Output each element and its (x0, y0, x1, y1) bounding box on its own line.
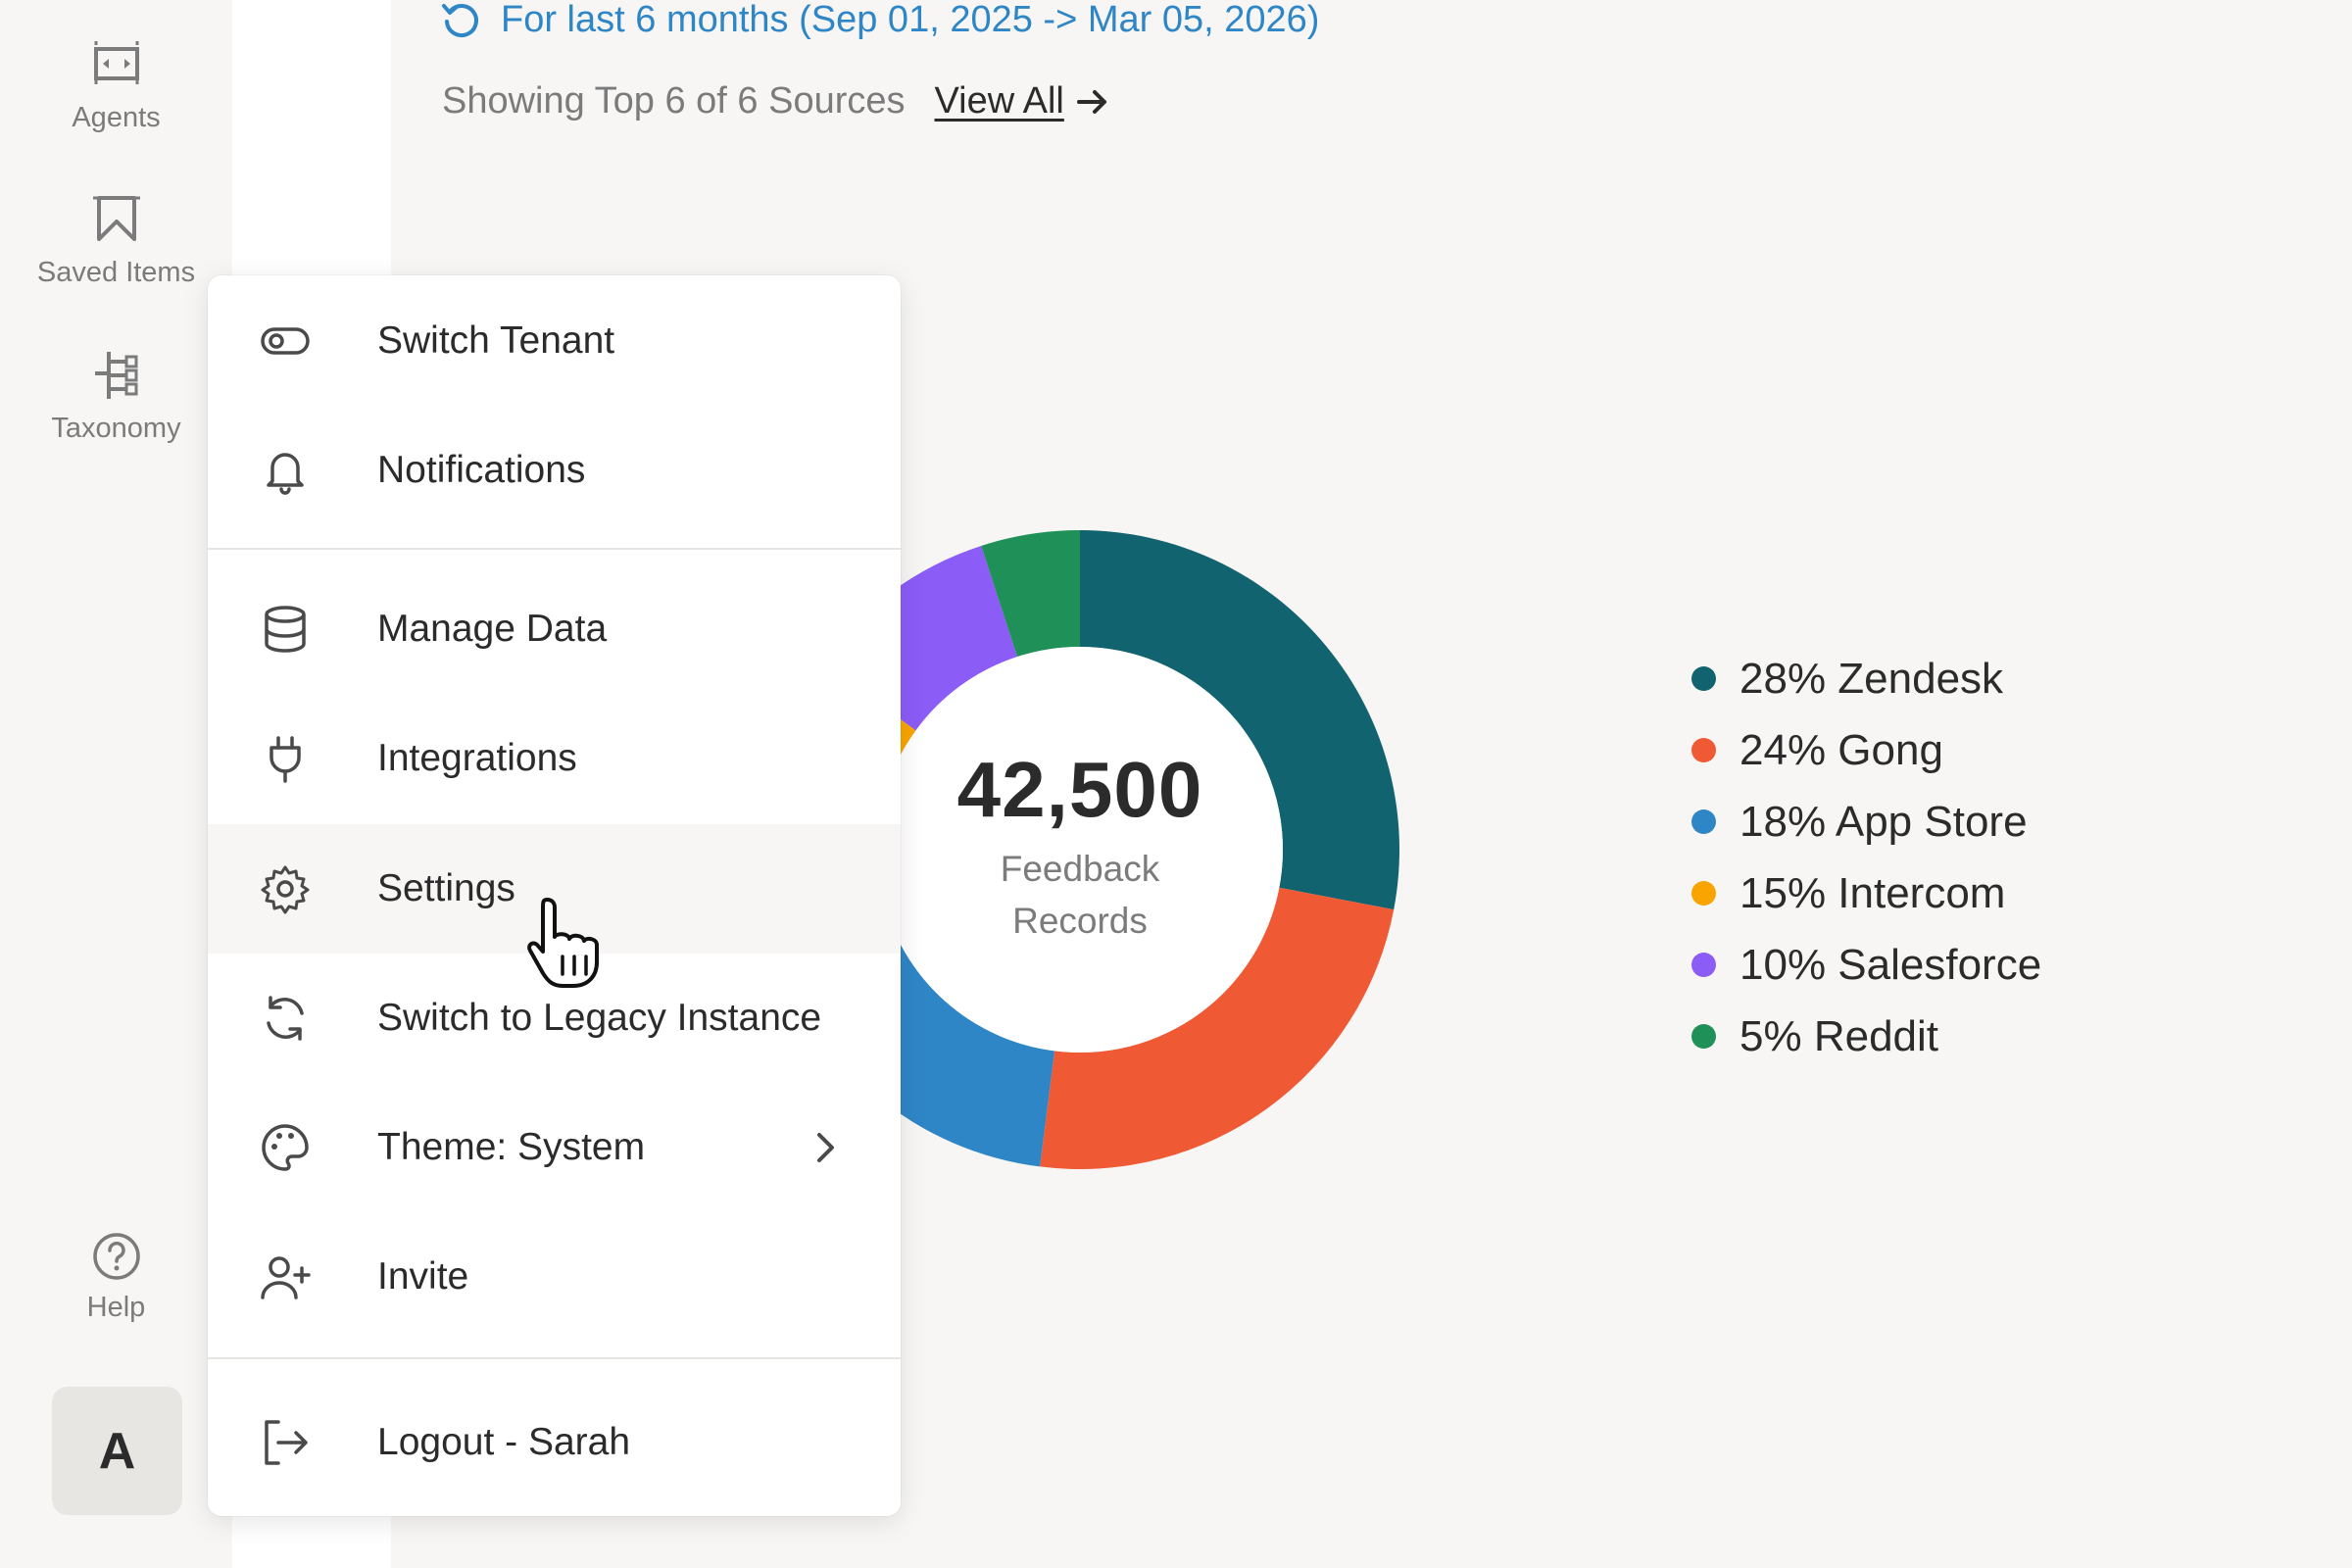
add-user-icon (261, 1256, 311, 1299)
legend-swatch (1691, 953, 1716, 977)
toggle-icon (261, 327, 310, 355)
refresh-icon (442, 4, 478, 38)
showing-summary: Showing Top 6 of 6 Sources View All (442, 80, 1109, 122)
plug-icon (270, 736, 301, 783)
hand-cursor-icon (527, 898, 599, 988)
view-all-link[interactable]: View All (935, 80, 1109, 122)
chart-legend: 28% Zendesk 24% Gong 18% App Store 15% I… (1691, 643, 2041, 1072)
legend-item-intercom[interactable]: 15% Intercom (1691, 858, 2041, 929)
sidebar-item-saved-items[interactable]: Saved Items (0, 192, 232, 289)
logout-icon (265, 1420, 308, 1465)
menu-item-label: Switch to Legacy Instance (377, 997, 822, 1039)
donut-total: 42,500 (956, 746, 1203, 833)
database-icon (265, 606, 306, 653)
menu-item-logout[interactable]: Logout - Sarah (208, 1378, 901, 1507)
sidebar-item-label: Taxonomy (51, 413, 181, 444)
menu-item-integrations[interactable]: Integrations (208, 694, 901, 823)
date-range[interactable]: For last 6 months (Sep 01, 2025 -> Mar 0… (440, 0, 1319, 41)
palette-icon (262, 1124, 309, 1171)
legend-swatch (1691, 809, 1716, 834)
sidebar-item-label: Agents (72, 102, 161, 133)
menu-item-label: Notifications (377, 449, 586, 491)
menu-item-label: Integrations (377, 737, 577, 779)
chevron-right-icon (817, 1133, 834, 1162)
donut-center-label: 42,500 Feedback Records (933, 745, 1227, 947)
menu-item-label: Invite (377, 1255, 469, 1298)
legend-swatch (1691, 1024, 1716, 1049)
menu-item-label: Manage Data (377, 608, 608, 650)
taxonomy-icon (94, 352, 137, 399)
arrow-right-icon (1076, 89, 1106, 114)
bell-icon (267, 453, 304, 495)
menu-item-notifications[interactable]: Notifications (208, 406, 901, 535)
legend-label: 10% Salesforce (1740, 940, 2042, 989)
legend-label: 28% Zendesk (1740, 654, 2004, 703)
account-menu: Switch Tenant Notifications Manage Data (208, 275, 901, 1516)
legend-item-gong[interactable]: 24% Gong (1691, 714, 2041, 786)
legend-item-zendesk[interactable]: 28% Zendesk (1691, 643, 2041, 714)
help-label: Help (86, 1292, 146, 1323)
menu-item-switch-tenant[interactable]: Switch Tenant (208, 276, 901, 406)
user-avatar[interactable]: A (52, 1387, 182, 1515)
menu-divider (208, 548, 901, 550)
menu-item-invite[interactable]: Invite (208, 1212, 901, 1342)
showing-text: Showing Top 6 of 6 Sources (442, 80, 906, 122)
menu-item-label: Logout - Sarah (377, 1421, 631, 1463)
legend-swatch (1691, 738, 1716, 762)
legend-label: 15% Intercom (1740, 868, 2006, 917)
sidebar-item-label: Saved Items (36, 257, 196, 288)
legend-label: 5% Reddit (1740, 1011, 1939, 1060)
date-range-label: For last 6 months (Sep 01, 2025 -> Mar 0… (501, 0, 1320, 40)
view-all-label: View All (934, 80, 1064, 122)
legend-item-reddit[interactable]: 5% Reddit (1691, 1001, 2041, 1072)
menu-item-manage-data[interactable]: Manage Data (208, 564, 901, 694)
menu-divider (208, 1357, 901, 1359)
menu-item-label: Switch Tenant (377, 319, 615, 362)
left-rail: Agents Saved Items Taxonomy (0, 0, 232, 1568)
bookmark-icon (92, 196, 140, 241)
legend-item-app-store[interactable]: 18% App Store (1691, 786, 2041, 858)
sync-icon (267, 996, 304, 1041)
sidebar-item-agents[interactable]: Agents (0, 37, 232, 134)
legend-label: 18% App Store (1740, 797, 2028, 846)
sidebar-item-help[interactable]: Help (0, 1231, 232, 1324)
legend-swatch (1691, 666, 1716, 691)
menu-item-label: Theme: System (377, 1126, 646, 1168)
gear-icon (261, 865, 310, 914)
donut-caption: Feedback Records (933, 843, 1227, 947)
donut-caption-line2: Records (1012, 901, 1148, 941)
legend-swatch (1691, 881, 1716, 906)
legend-label: 24% Gong (1740, 725, 1943, 774)
menu-item-switch-legacy[interactable]: Switch to Legacy Instance (208, 954, 901, 1083)
help-icon (92, 1233, 140, 1280)
avatar-initial: A (98, 1422, 136, 1480)
agents-icon (93, 41, 139, 88)
menu-item-theme[interactable]: Theme: System (208, 1083, 901, 1212)
donut-caption-line1: Feedback (1000, 849, 1160, 889)
legend-item-salesforce[interactable]: 10% Salesforce (1691, 929, 2041, 1001)
sidebar-item-taxonomy[interactable]: Taxonomy (0, 348, 232, 445)
menu-item-label: Settings (377, 867, 515, 909)
